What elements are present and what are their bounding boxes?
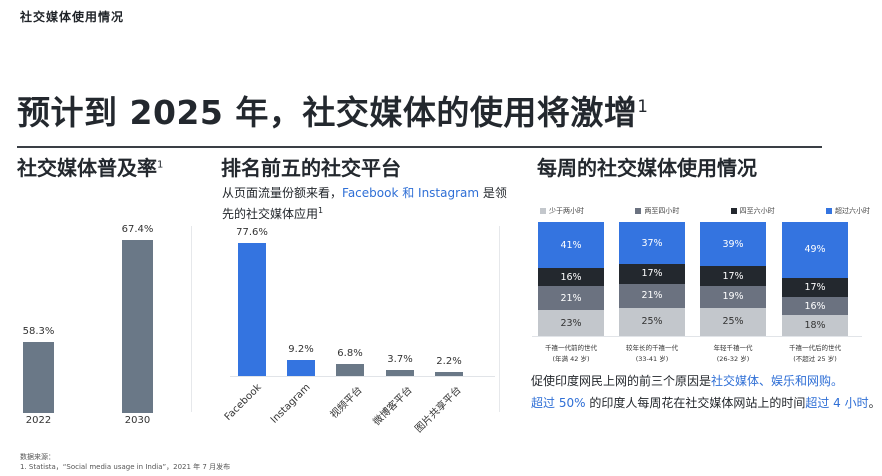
bar-segment: 49% [782, 222, 848, 278]
legend-label: 少于两小时 [549, 207, 584, 215]
title-divider [17, 146, 822, 148]
top5-title: 排名前五的社交平台 [221, 156, 401, 180]
data-label: 58.3% [22, 326, 55, 337]
bar-segment: 17% [782, 277, 848, 298]
legend-swatch [825, 208, 832, 214]
stacked-bar: 25% 19% 17% 39% [700, 222, 766, 336]
chart-divider [499, 226, 500, 412]
data-label: 6.8% [337, 348, 363, 360]
note-text: 促使印度网民上网的前三个原因是 [531, 374, 712, 388]
penetration-title: 社交媒体普及率1 [17, 152, 163, 181]
page-title: 预计到 2025 年，社交媒体的使用将激增1 [17, 86, 648, 134]
legend-item: 四至六小时 [730, 206, 775, 216]
note-highlight: 社交媒体、娱乐和网购。 [711, 374, 844, 388]
bar-segment: 17% [619, 264, 685, 284]
bar-segment: 37% [619, 222, 685, 265]
bar [287, 360, 315, 376]
legend-item: 超过六小时 [825, 206, 870, 216]
subtitle-highlight: Facebook 和 Instagram [342, 186, 480, 200]
axis-label: 微博客平台 [371, 384, 415, 428]
legend-label: 超过六小时 [834, 207, 870, 215]
axis-label-line1: 千禧一代后的世代 [789, 344, 841, 352]
top5-subtitle: 从页面流量份额来看，Facebook 和 Instagram 是领先的社交媒体应… [222, 184, 512, 223]
bar [435, 372, 463, 376]
axis-label-line2: (26-32 岁) [716, 355, 750, 363]
bar [336, 364, 364, 376]
weekly-title: 每周的社交媒体使用情况 [537, 156, 757, 180]
time-note: 超过 50% 的印度人每周花在社交媒体网站上的时间超过 4 小时。1 [531, 394, 882, 411]
axis-label: 图片共享平台 [413, 384, 464, 436]
stacked-bar: 23% 21% 16% 41% [538, 222, 604, 336]
stacked-bar: 18% 16% 17% 49% [782, 222, 848, 336]
subtitle-post: 是领先的社交媒体应用 [222, 186, 507, 221]
legend-swatch [540, 208, 546, 214]
page-title-text: 预计到 2025 年，社交媒体的使用将激增 [17, 93, 638, 132]
section-kicker: 社交媒体使用情况 [20, 10, 125, 24]
axis-label: 2030 [124, 415, 151, 426]
reasons-note: 促使印度网民上网的前三个原因是社交媒体、娱乐和网购。 [531, 372, 843, 389]
axis-label: 千禧一代前的世代 (年满 42 岁) [531, 343, 611, 365]
source-citation: 1. Statista，“Social media usage in India… [20, 463, 231, 471]
axis-label-line1: 年轻千禧一代 [713, 344, 753, 352]
bar-segment: 41% [538, 222, 604, 269]
bar [122, 240, 153, 413]
legend-label: 四至六小时 [739, 207, 775, 215]
note-highlight: 超过 4 小时 [805, 396, 869, 410]
axis-label: Instagram [269, 382, 313, 426]
note-text: 的印度人每周花在社交媒体网站上的时间 [585, 396, 806, 410]
axis-label: 千禧一代后的世代 (不超过 25 岁) [775, 343, 855, 365]
axis-label: 视频平台 [328, 384, 365, 421]
source-label: 数据来源： [20, 453, 55, 461]
footnote-marker: 1 [157, 159, 164, 171]
data-label: 2.2% [436, 356, 462, 368]
bar-segment: 25% [700, 307, 766, 336]
axis-label-line1: 较年长的千禧一代 [626, 344, 678, 352]
legend-label: 两至四小时 [644, 207, 680, 215]
penetration-title-text: 社交媒体普及率 [17, 156, 157, 180]
data-label: 77.6% [236, 227, 268, 238]
bar-segment: 23% [538, 310, 604, 336]
legend-item: 少于两小时 [540, 206, 584, 216]
bar-segment: 17% [700, 266, 766, 286]
axis-label: 较年长的千禧一代 (33-41 岁) [612, 343, 692, 365]
data-label: 3.7% [387, 353, 413, 365]
weekly-legend: 少于两小时 两至四小时 四至六小时 超过六小时 [540, 206, 870, 216]
chart-baseline [532, 336, 862, 337]
source-footnote: 数据来源： 1. Statista，“Social media usage in… [20, 452, 230, 472]
axis-label-line2: (年满 42 岁) [552, 355, 590, 363]
chart-divider [191, 226, 192, 412]
axis-label: 2022 [25, 415, 52, 426]
footnote-marker: 1 [637, 97, 649, 116]
axis-label: 年轻千禧一代 (26-32 岁) [693, 343, 773, 365]
data-label: 67.4% [121, 224, 154, 235]
chart-baseline [230, 376, 495, 377]
stacked-bar: 25% 21% 17% 37% [619, 222, 685, 336]
note-highlight: 超过 50% [531, 396, 586, 410]
data-label: 9.2% [288, 344, 314, 356]
bar-segment: 19% [700, 285, 766, 308]
axis-label: Facebook [222, 382, 264, 424]
bar-segment: 18% [782, 315, 848, 336]
legend-swatch [730, 208, 737, 214]
bar [238, 243, 266, 376]
legend-item: 两至四小时 [635, 206, 679, 216]
footnote-marker: 1 [318, 206, 324, 215]
bar-segment: 21% [619, 283, 685, 308]
bar [23, 342, 54, 413]
axis-label-line1: 千禧一代前的世代 [545, 344, 597, 352]
bar-segment: 39% [700, 222, 766, 267]
legend-swatch [635, 208, 642, 214]
note-text: 。 [868, 396, 881, 410]
bar [386, 369, 414, 376]
bar-segment: 21% [538, 286, 604, 311]
bar-segment: 16% [538, 268, 604, 287]
subtitle-pre: 从页面流量份额来看， [222, 186, 343, 200]
axis-label-line2: (33-41 岁) [635, 355, 669, 363]
bar-segment: 25% [619, 307, 685, 336]
axis-label-line2: (不超过 25 岁) [793, 355, 837, 363]
bar-segment: 16% [782, 297, 848, 316]
